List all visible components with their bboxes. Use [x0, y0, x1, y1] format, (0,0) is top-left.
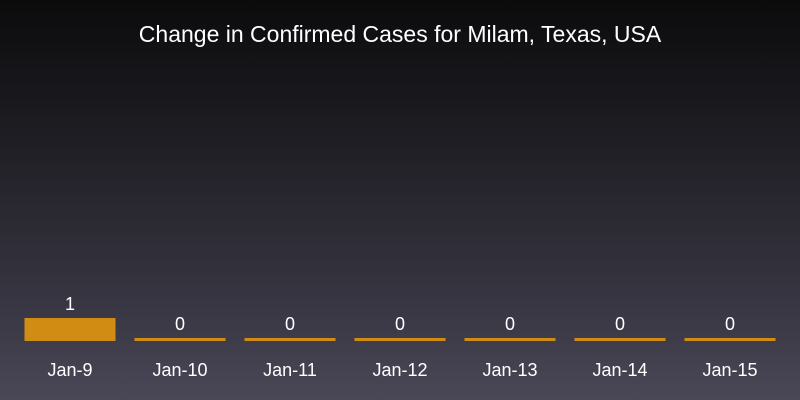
x-tick-label: Jan-14: [592, 360, 647, 380]
value-label: 0: [175, 314, 185, 334]
value-label: 1: [65, 294, 75, 314]
value-label: 0: [725, 314, 735, 334]
bar-jan-15: [684, 338, 776, 341]
value-label: 0: [615, 314, 625, 334]
x-tick-label: Jan-15: [702, 360, 757, 380]
x-tick-label: Jan-11: [263, 360, 317, 380]
bar-jan-12: [354, 338, 446, 341]
x-axis-tick-labels: Jan-9 Jan-10 Jan-11 Jan-12 Jan-13 Jan-14 Jan-1…: [47, 360, 757, 380]
value-label: 0: [505, 314, 515, 334]
x-tick-label: Jan-9: [47, 360, 92, 380]
chart-title: Change in Confirmed Cases for Milam, Tex…: [138, 21, 662, 47]
value-label: 0: [395, 314, 405, 334]
value-label: 0: [285, 314, 295, 334]
bars-layer: [24, 318, 776, 341]
bar-jan-11: [244, 338, 336, 341]
bar-jan-13: [464, 338, 556, 341]
bar-jan-14: [574, 338, 666, 341]
x-tick-label: Jan-12: [372, 360, 427, 380]
x-tick-label: Jan-10: [152, 360, 207, 380]
bar-jan-10: [134, 338, 226, 341]
bar-jan-9: [24, 318, 116, 341]
value-labels-layer: 1 0 0 0 0 0 0: [65, 294, 735, 334]
x-tick-label: Jan-13: [482, 360, 537, 380]
